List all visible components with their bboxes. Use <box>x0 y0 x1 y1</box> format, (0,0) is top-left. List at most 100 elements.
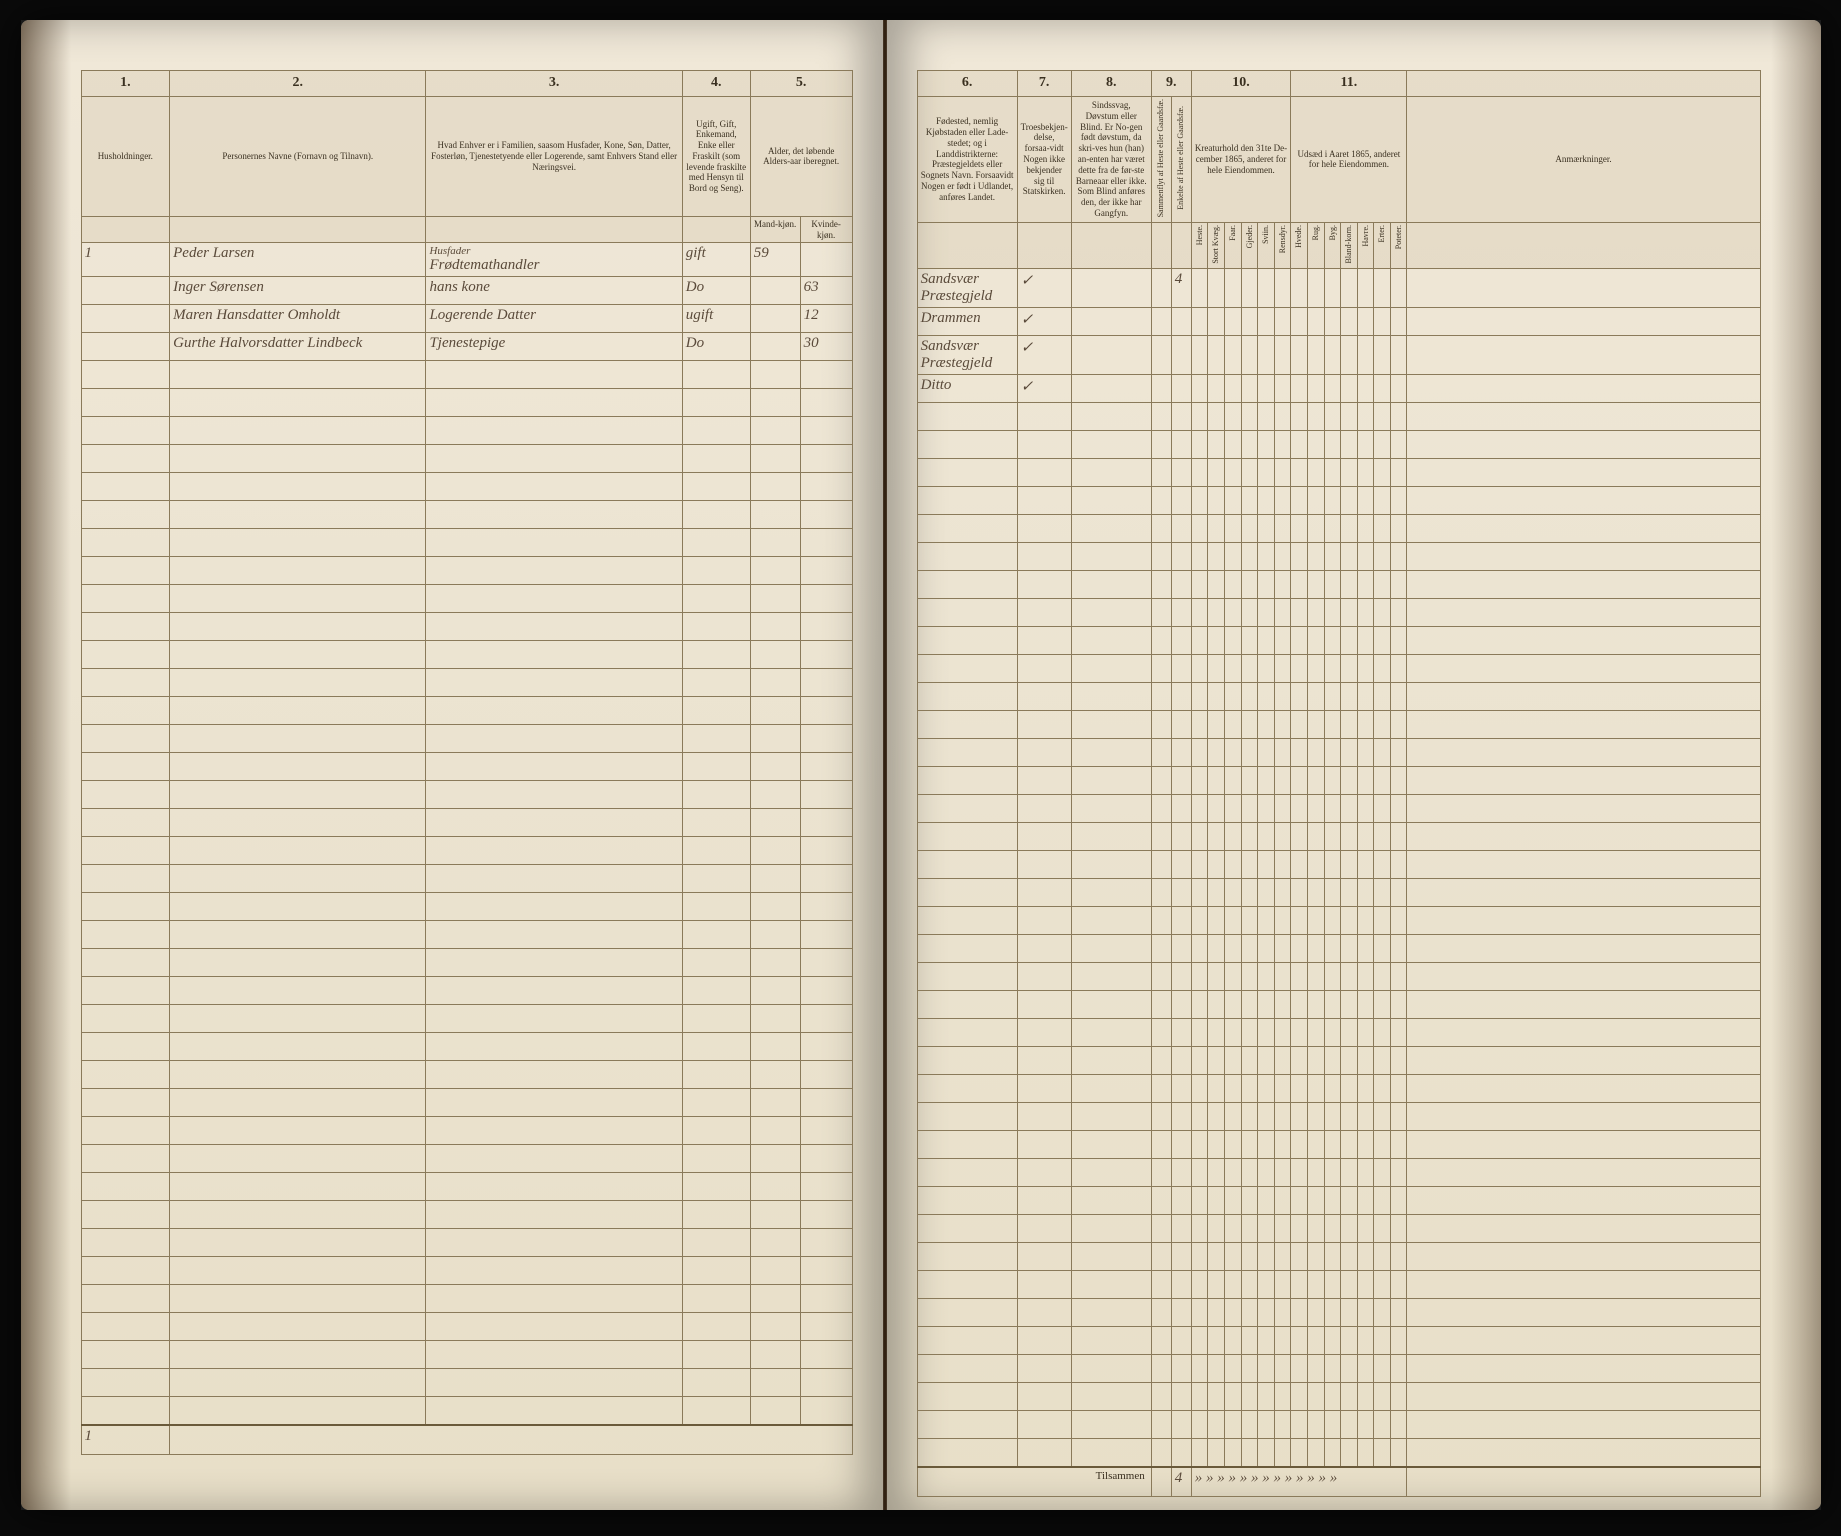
role-cell: Logerende Datter <box>426 305 682 333</box>
col1-label: Husholdninger. <box>81 96 170 216</box>
tally-cell <box>1191 269 1208 308</box>
c11-s1: Rug. <box>1307 223 1324 269</box>
c9b-cell: 4 <box>1171 269 1191 308</box>
c10-s0: Heste. <box>1191 223 1208 269</box>
sum-label: Tilsammen <box>917 1467 1151 1497</box>
empty-row <box>917 1411 1760 1439</box>
tally-cell <box>1357 336 1374 375</box>
empty-row <box>81 865 852 893</box>
tally-cell <box>1390 269 1407 308</box>
tally-cell <box>1341 375 1358 403</box>
empty-row <box>917 795 1760 823</box>
tally-cell <box>1324 269 1341 308</box>
c9b-cell <box>1171 336 1191 375</box>
religion-cell: ✓ <box>1017 308 1071 336</box>
empty-row <box>917 655 1760 683</box>
empty-row <box>917 879 1760 907</box>
tally-cell <box>1374 375 1391 403</box>
col6-num: 6. <box>917 71 1017 97</box>
tally-cell <box>1208 336 1225 375</box>
right-body: Sandsvær Præstegjeld✓4Drammen✓Sandsvær P… <box>917 269 1760 1467</box>
name-cell: Gurthe Halvorsdatter Lindbeck <box>170 333 426 361</box>
empty-row <box>917 1103 1760 1131</box>
col3-label: Hvad Enhver er i Familien, saasom Husfad… <box>426 96 682 216</box>
tally-cell <box>1307 269 1324 308</box>
tally-cell <box>1307 308 1324 336</box>
age-female-cell: 12 <box>800 305 852 333</box>
religion-cell: ✓ <box>1017 336 1071 375</box>
c9a-cell <box>1151 308 1171 336</box>
tally-cell <box>1224 336 1241 375</box>
condition-cell <box>1071 375 1151 403</box>
table-row: Drammen✓ <box>917 308 1760 336</box>
empty-row <box>81 893 852 921</box>
col5-num: 5. <box>750 71 852 97</box>
empty-row <box>917 515 1760 543</box>
tally-cell <box>1224 269 1241 308</box>
subheader-row-right: Heste. Stort Kvæg. Faar. Gjeder. Sviin. … <box>917 223 1760 269</box>
c11-s2: Byg. <box>1324 223 1341 269</box>
col9-sub2: Enkelte af Heste eller Gaardsfæ. <box>1171 96 1191 222</box>
tally-cell <box>1324 336 1341 375</box>
c10-s3: Gjeder. <box>1241 223 1258 269</box>
empty-row <box>81 1313 852 1341</box>
tally-cell <box>1191 308 1208 336</box>
empty-row <box>917 1271 1760 1299</box>
col11-num: 11. <box>1291 71 1407 97</box>
tally-cell <box>1258 269 1275 308</box>
empty-row <box>81 361 852 389</box>
birth-cell: Sandsvær Præstegjeld <box>917 336 1017 375</box>
c9b-cell <box>1171 375 1191 403</box>
condition-cell <box>1071 269 1151 308</box>
col7-label: Troesbekjen-delse, forsaa-vidt Nogen ikk… <box>1017 96 1071 222</box>
age-female-cell: 30 <box>800 333 852 361</box>
col8-label: Sindssvag, Døvstum eller Blind. Er No-ge… <box>1071 96 1151 222</box>
empty-row <box>81 1005 852 1033</box>
age-female-cell <box>800 243 852 277</box>
tally-cell <box>1390 336 1407 375</box>
right-footer: Tilsammen 4 » » » » » » » » » » » » » <box>917 1467 1760 1497</box>
left-footer: 1 <box>81 1425 852 1455</box>
empty-row <box>917 1327 1760 1355</box>
empty-row <box>81 1201 852 1229</box>
col8-num: 8. <box>1071 71 1151 97</box>
tally-cell <box>1241 375 1258 403</box>
empty-row <box>917 431 1760 459</box>
tally-cell <box>1258 375 1275 403</box>
empty-row <box>81 529 852 557</box>
empty-row <box>81 1369 852 1397</box>
empty-row <box>81 977 852 1005</box>
tally-cell <box>1341 269 1358 308</box>
census-ledger: 1. 2. 3. 4. 5. Husholdninger. Personerne… <box>21 20 1821 1510</box>
empty-row <box>81 1285 852 1313</box>
empty-row <box>917 1019 1760 1047</box>
household-cell: 1 <box>81 243 170 277</box>
status-cell: gift <box>682 243 750 277</box>
empty-row <box>81 473 852 501</box>
table-row: Ditto✓ <box>917 375 1760 403</box>
c9a-cell <box>1151 269 1171 308</box>
empty-row <box>917 627 1760 655</box>
empty-row <box>81 501 852 529</box>
empty-row <box>81 417 852 445</box>
tally-cell <box>1291 308 1308 336</box>
header-row-left: Husholdninger. Personernes Navne (Fornav… <box>81 96 852 216</box>
footer-ticks: » » » » » » » » » » » » » <box>1191 1467 1407 1497</box>
col1-num: 1. <box>81 71 170 97</box>
tally-cell <box>1307 336 1324 375</box>
tally-cell <box>1307 375 1324 403</box>
empty-row <box>81 725 852 753</box>
col12-label: Anmærkninger. <box>1407 96 1760 222</box>
tally-cell <box>1291 375 1308 403</box>
empty-row <box>917 1159 1760 1187</box>
tally-cell <box>1274 269 1291 308</box>
tally-cell <box>1191 375 1208 403</box>
empty-row <box>81 389 852 417</box>
empty-row <box>81 1145 852 1173</box>
c9b-cell <box>1171 308 1191 336</box>
col12-blank <box>1407 71 1760 97</box>
empty-row <box>917 599 1760 627</box>
empty-row <box>917 1299 1760 1327</box>
table-row: Sandsvær Præstegjeld✓4 <box>917 269 1760 308</box>
empty-row <box>917 1439 1760 1467</box>
